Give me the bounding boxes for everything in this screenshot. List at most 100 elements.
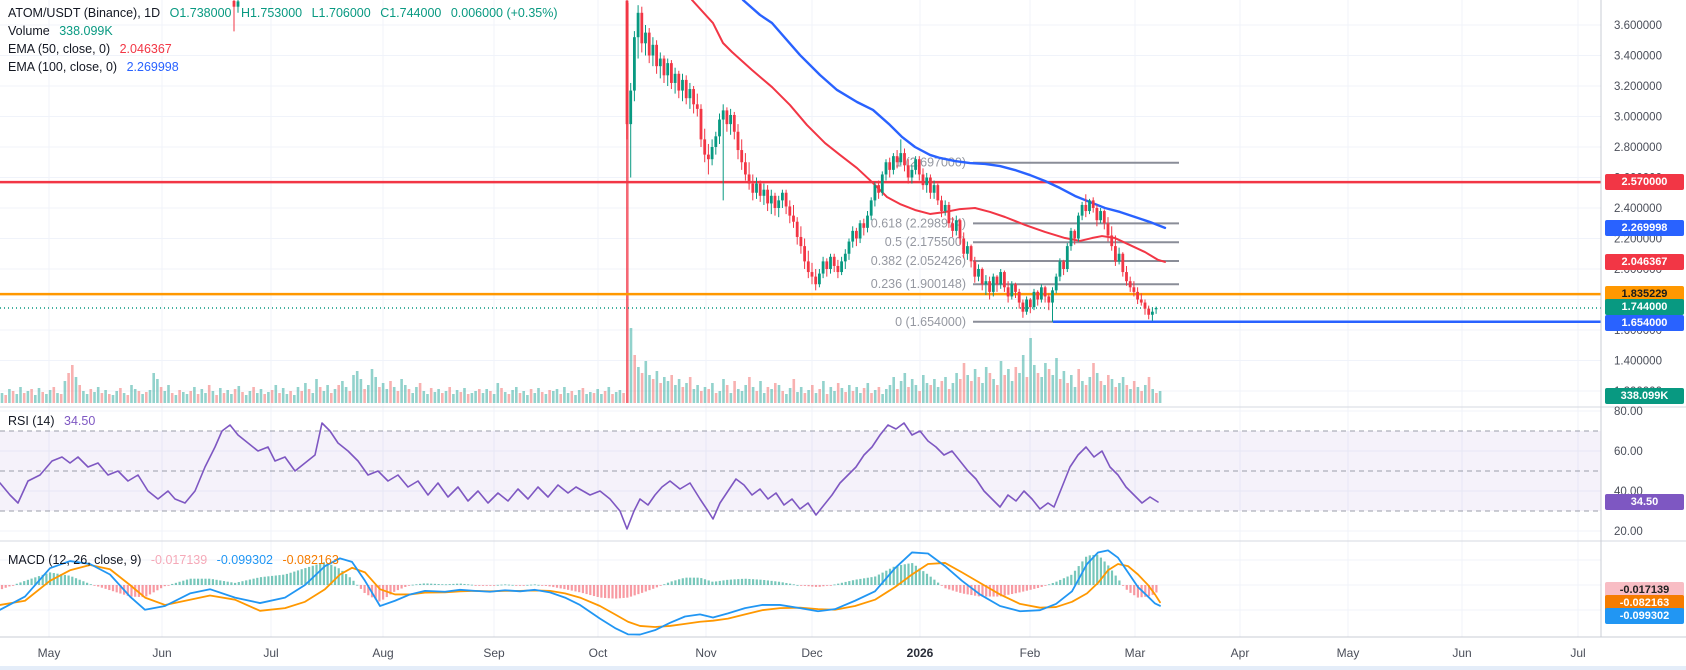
candle (703, 139, 707, 155)
macd-histogram-bar (925, 573, 929, 585)
volume-bar (796, 392, 799, 403)
rsi-legend[interactable]: RSI (14) 34.50 (8, 412, 95, 430)
macd-histogram-bar (1025, 585, 1028, 591)
volume-bar (851, 391, 855, 403)
axis-value-badge: 1.654000 (1605, 315, 1684, 331)
macd-histogram-bar (433, 583, 436, 585)
volume-bar (267, 392, 270, 403)
macd-histogram-bar (1114, 575, 1117, 585)
candle (1028, 299, 1032, 308)
macd-histogram-bar (692, 577, 695, 585)
volume-bar (82, 391, 85, 403)
macd-legend[interactable]: MACD (12, 26, close, 9) -0.017139 -0.099… (8, 551, 339, 569)
volume-bar (592, 393, 596, 403)
volume-bar (1103, 385, 1106, 403)
candle (932, 185, 936, 193)
candle (1154, 308, 1158, 310)
candle (1136, 291, 1139, 300)
candle (1051, 290, 1054, 303)
volume-bar (811, 385, 814, 403)
axis-label: 20.00 (1614, 526, 1643, 538)
candle (1106, 223, 1110, 236)
macd-histogram-bar (222, 581, 226, 585)
volume-bar (873, 390, 877, 403)
ema100-value: 2.269998 (126, 60, 179, 74)
candle (651, 44, 655, 56)
candle (925, 177, 929, 186)
macd-histogram-bar (570, 585, 573, 591)
volume-bar (670, 375, 673, 403)
ema50-label: EMA (50, close, 0) (8, 42, 111, 56)
volume-bar (256, 393, 259, 403)
volume-bar (30, 389, 33, 403)
candle (1073, 230, 1077, 239)
volume-bar (1132, 381, 1136, 403)
macd-histogram-bar (685, 577, 688, 585)
macd-histogram-bar (1055, 581, 1058, 585)
candle (954, 220, 958, 231)
volume-bar (448, 387, 451, 403)
volume-bar (1147, 377, 1151, 403)
macd-histogram-bar (511, 584, 514, 586)
volume-bar (489, 391, 492, 403)
candle (1099, 211, 1102, 221)
volume-bar (1107, 375, 1110, 403)
candle (688, 89, 692, 99)
volume-bar (666, 381, 670, 403)
volume-bar (825, 394, 829, 403)
candle (1143, 302, 1147, 309)
macd-histogram-bar (877, 574, 880, 585)
volume-bar (1081, 381, 1084, 403)
macd-histogram-bar (237, 582, 240, 585)
macd-histogram-bar (955, 585, 958, 592)
volume-bar (378, 387, 381, 403)
macd-histogram-bar (803, 585, 806, 586)
axis-label: 2.400000 (1614, 203, 1662, 215)
volume-bar (196, 394, 200, 403)
symbol-row[interactable]: ATOM/USDT (Binance), 1D O1.738000 H1.753… (8, 4, 558, 22)
macd-histogram-bar (100, 585, 103, 588)
volume-bar (981, 383, 984, 403)
candle (1069, 230, 1073, 247)
macd-histogram-bar (914, 565, 917, 585)
macd-histogram-bar (548, 585, 551, 587)
candle (236, 1, 240, 7)
macd-histogram-bar (1147, 585, 1151, 597)
candle (888, 162, 892, 170)
volume-bar (770, 389, 773, 403)
volume-bar (570, 391, 574, 403)
volume-bar (230, 394, 233, 403)
macd-histogram-bar (652, 585, 655, 589)
candle (1139, 299, 1143, 303)
volume-bar (855, 387, 858, 403)
macd-histogram-bar (696, 577, 699, 585)
axis-label: 0 (1.654000) (895, 315, 966, 329)
macd-histogram-bar (1033, 585, 1036, 589)
axis-label: May (38, 646, 61, 660)
macd-histogram-bar (933, 579, 936, 585)
macd-histogram-bar (1077, 566, 1080, 585)
volume-bar (278, 393, 281, 403)
ema100-legend-row[interactable]: EMA (100, close, 0) 2.269998 (8, 58, 558, 76)
symbol-title: ATOM/USDT (Binance), 1D (8, 6, 161, 20)
macd-histogram-bar (345, 574, 348, 585)
volume-bar (411, 393, 414, 403)
macd-histogram-bar (515, 585, 518, 586)
candle (884, 162, 888, 175)
macd-histogram-bar (470, 584, 473, 586)
macd-histogram-bar (629, 585, 633, 597)
volume-legend-row[interactable]: Volume 338.099K (8, 22, 558, 40)
candle (1043, 287, 1047, 297)
macd-signal-line (0, 562, 1161, 628)
macd-histogram-bar (648, 585, 651, 591)
ema50-legend-row[interactable]: EMA (50, close, 0) 2.046367 (8, 40, 558, 58)
candle (921, 174, 925, 186)
volume-bar (130, 385, 133, 403)
ema100-line (741, 0, 1167, 230)
macd-histogram-bar (485, 585, 488, 586)
volume-bar (452, 394, 455, 403)
volume-bar (774, 383, 777, 403)
macd-histogram-bar (1007, 585, 1010, 595)
volume-bar (189, 391, 192, 403)
